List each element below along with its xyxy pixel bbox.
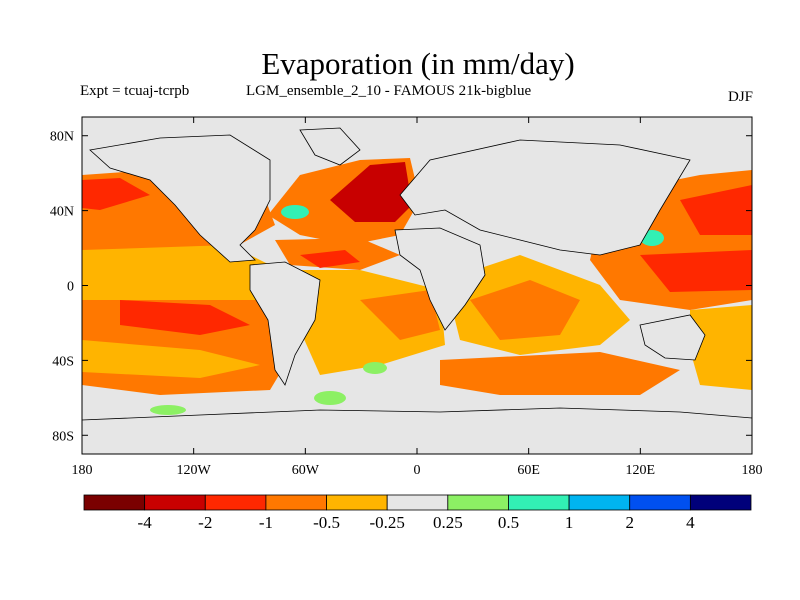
eurasia-land <box>399 139 691 256</box>
south-pacific-strong-field <box>120 300 250 335</box>
colorbar-label: -4 <box>138 513 153 532</box>
y-tick-label: 40S <box>52 354 74 369</box>
colorbar-label: -1 <box>259 513 273 532</box>
colorbar-swatch <box>326 494 388 511</box>
colorbar-label: 4 <box>686 513 695 532</box>
scotia-positive-field <box>363 362 387 374</box>
x-tick-label: 120W <box>177 463 212 478</box>
colorbar-swatch <box>144 494 206 511</box>
colorbar-swatch <box>568 494 631 511</box>
map-plot-area <box>82 117 752 454</box>
south-atlantic-strong-field <box>360 290 440 340</box>
colorbar-swatch <box>386 494 449 511</box>
colorbar-label: 2 <box>625 513 634 532</box>
south-pacific-positive-field <box>150 405 186 415</box>
subtropical-atlantic-strong <box>300 250 360 268</box>
south-pacific-band <box>82 340 260 378</box>
south-atlantic-positive-field <box>314 391 346 405</box>
colorbar-swatch <box>689 494 752 511</box>
axis-ticks: 180 120W 60W 0 60E 120E 180 80N 40N 0 40S 80S <box>50 117 763 478</box>
x-tick-label: 60W <box>292 463 320 478</box>
x-tick-label: 0 <box>414 463 421 478</box>
y-tick-label: 80N <box>50 130 74 145</box>
colorbar-swatch <box>204 494 267 511</box>
indian-ocean-strong-field <box>470 280 580 340</box>
greenland-land <box>299 127 361 166</box>
y-tick-label: 40N <box>50 205 74 220</box>
colorbar-label: -2 <box>198 513 212 532</box>
colorbar-swatch <box>508 494 570 511</box>
south-america-land <box>249 261 321 386</box>
colorbar-label: 0.5 <box>498 513 519 532</box>
kuroshio-strong-field <box>680 185 752 235</box>
southwest-pacific-field <box>690 305 752 390</box>
colorbar-swatch <box>629 494 691 511</box>
gulf-stream-positive-field <box>281 205 309 219</box>
colorbar-label: 1 <box>565 513 574 532</box>
x-tick-label: 120E <box>626 463 656 478</box>
experiment-label: Expt = tcuaj-tcrpb <box>80 83 190 99</box>
north-atlantic-core-field <box>330 162 412 222</box>
y-tick-label: 0 <box>67 280 74 295</box>
colorbar-swatch <box>447 494 509 511</box>
tropical-west-pacific-strong <box>640 250 752 292</box>
x-tick-label: 60E <box>517 463 540 478</box>
north-america-land <box>89 134 271 263</box>
y-tick-label: 80S <box>52 429 74 444</box>
colorbar-label: 0.25 <box>433 513 463 532</box>
north-pacific-strong-field <box>82 178 150 210</box>
colorbar-swatch <box>83 494 146 511</box>
ensemble-label: LGM_ensemble_2_10 - FAMOUS 21k-bigblue <box>246 83 532 99</box>
season-label: DJF <box>727 89 753 105</box>
colorbar-label: -0.5 <box>313 513 340 532</box>
map-title: Evaporation (in mm/day) <box>261 46 575 81</box>
x-tick-label: 180 <box>742 463 763 478</box>
antarctica-land <box>82 407 752 454</box>
colorbar-swatch <box>265 494 327 511</box>
southern-indian-field <box>440 352 680 395</box>
x-tick-label: 180 <box>72 463 93 478</box>
colorbar: -4 -2 -1 -0.5 -0.25 0.25 0.5 1 2 4 <box>83 494 752 532</box>
colorbar-label: -0.25 <box>369 513 404 532</box>
africa-land <box>394 227 486 331</box>
australia-land <box>639 314 706 361</box>
